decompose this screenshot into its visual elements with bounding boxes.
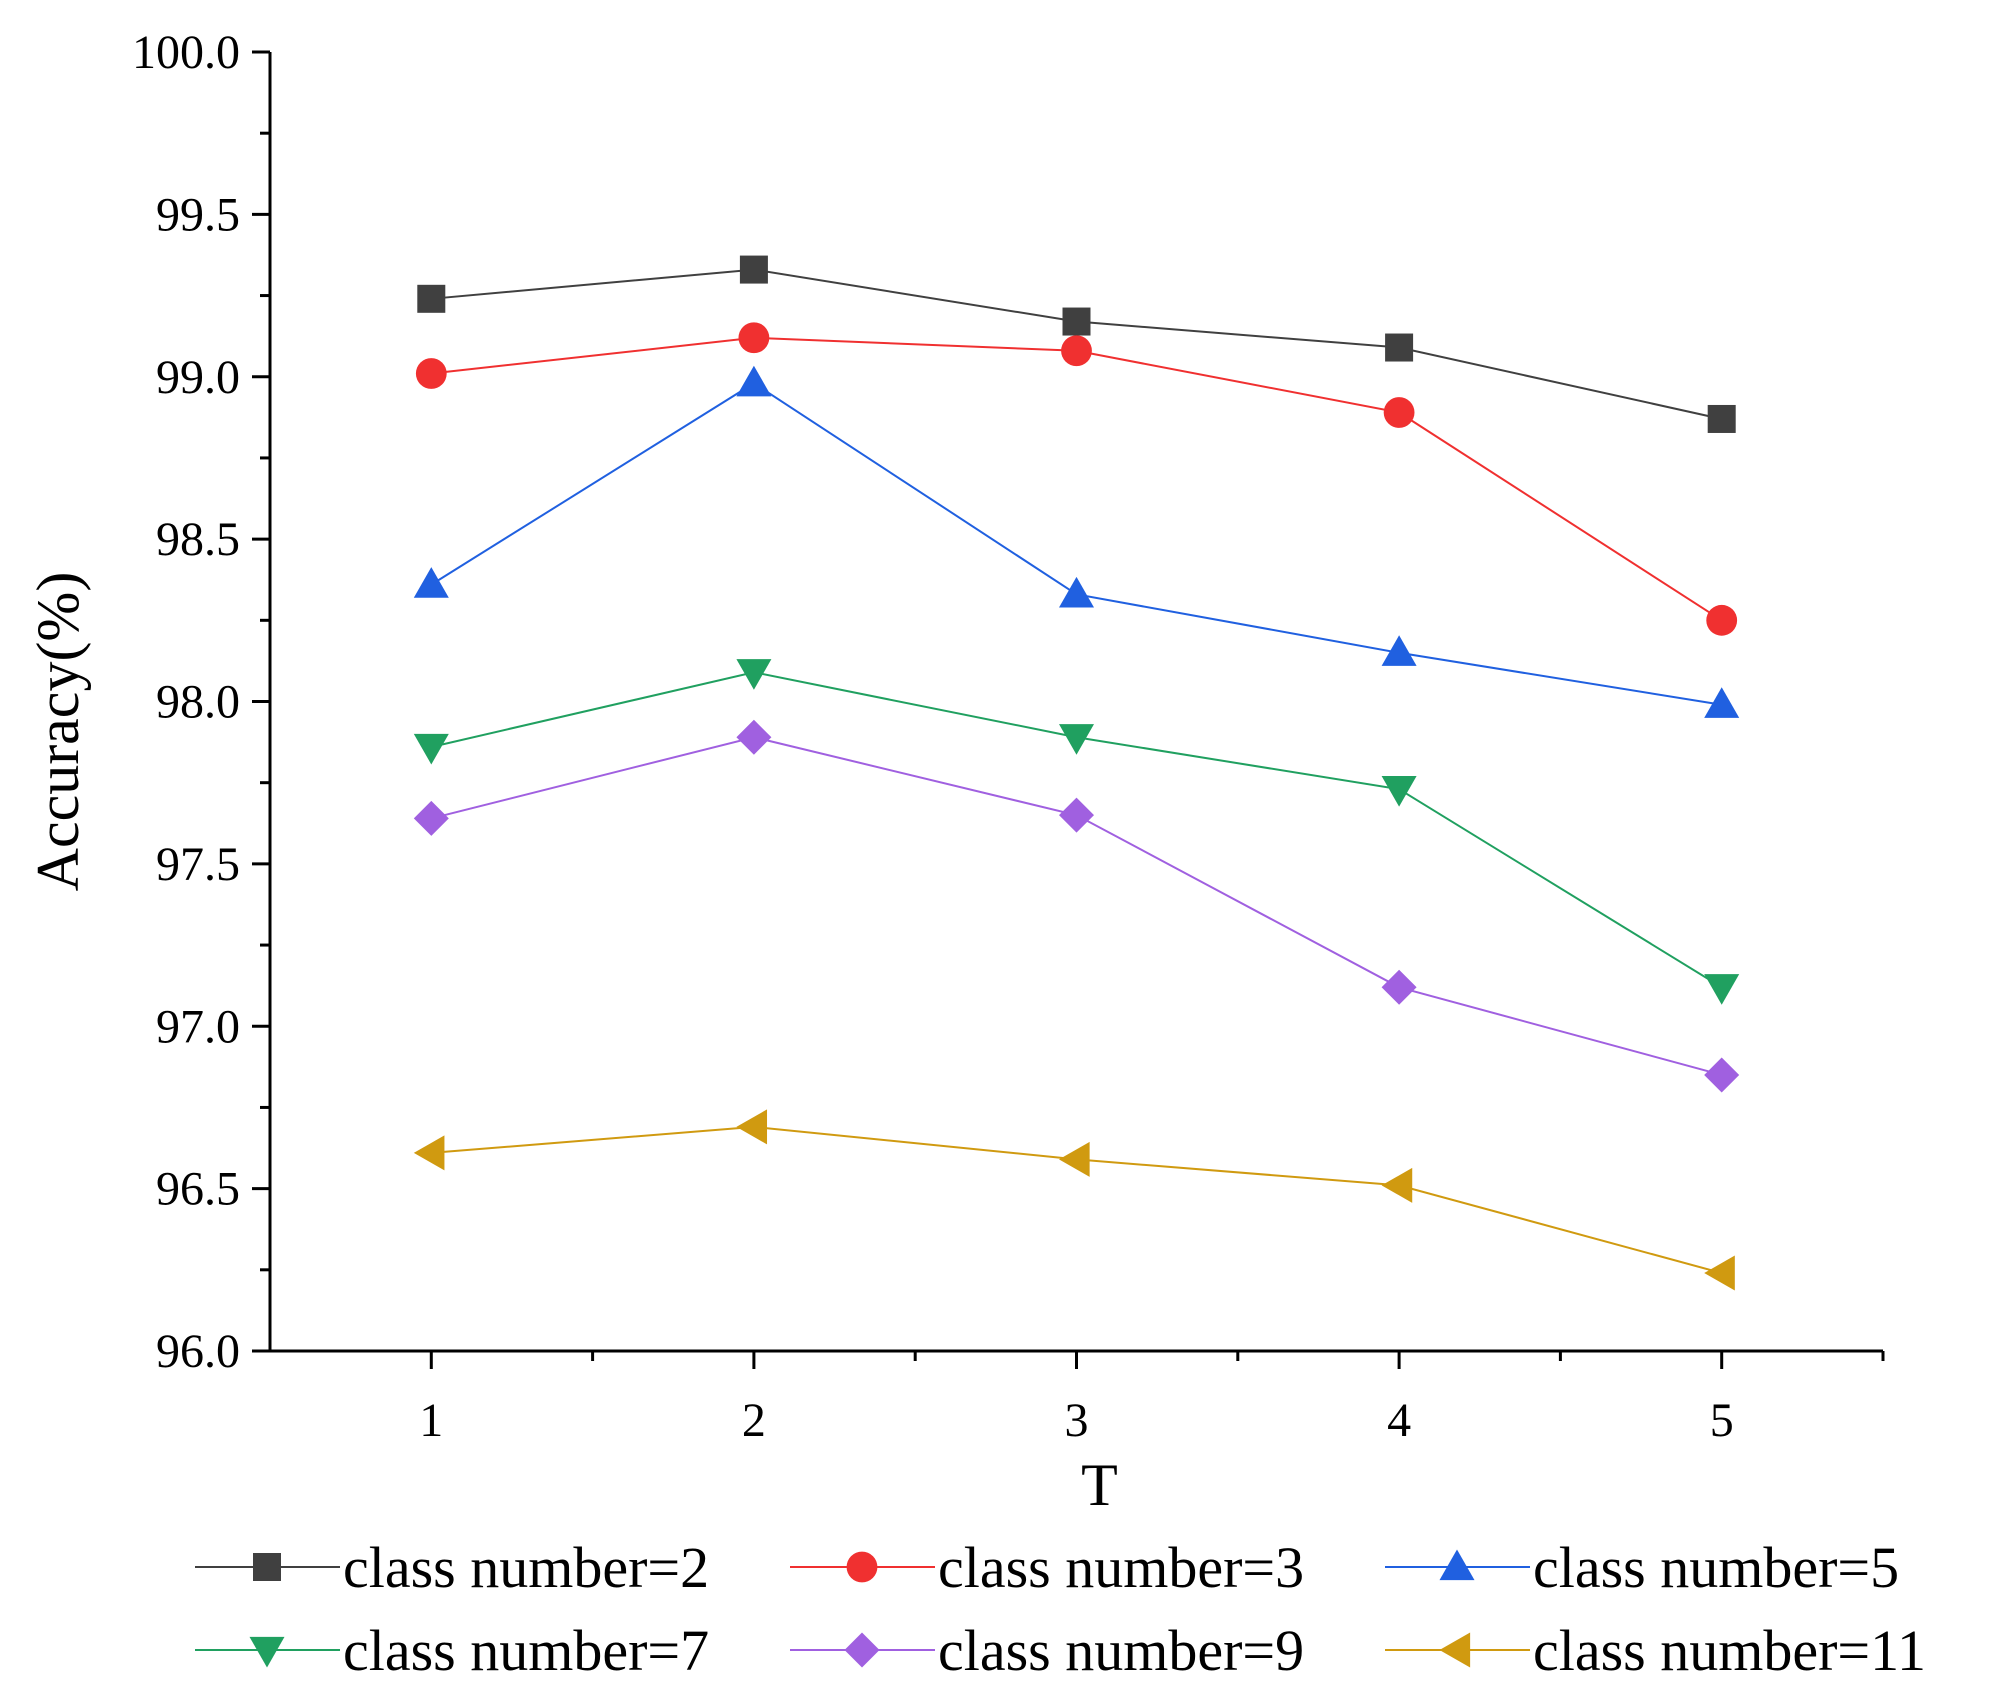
legend-label: class number=3 bbox=[938, 1535, 1304, 1600]
legend-marker bbox=[1439, 1632, 1471, 1668]
legend-item: class number=5 bbox=[1385, 1535, 1899, 1600]
legend-item: class number=9 bbox=[790, 1618, 1304, 1683]
data-point bbox=[1381, 1167, 1413, 1203]
series-6 bbox=[413, 1109, 1735, 1291]
data-point bbox=[415, 358, 447, 389]
data-point bbox=[1059, 797, 1094, 833]
series-5 bbox=[413, 719, 1740, 1093]
data-point bbox=[1704, 687, 1740, 718]
legend-label: class number=11 bbox=[1533, 1618, 1926, 1683]
series-layer bbox=[413, 255, 1740, 1291]
data-point bbox=[736, 365, 772, 397]
axes: 96.0 96.5 97.0 97.5 98.0 98.5 99.0 99.5 100.0 1 2 3… bbox=[132, 26, 1885, 1447]
legend-item: class number=7 bbox=[195, 1618, 709, 1683]
data-point bbox=[417, 284, 446, 313]
y-tick-label: 96.0 bbox=[156, 1325, 240, 1378]
series-2 bbox=[415, 322, 1738, 636]
y-tick-label: 96.5 bbox=[156, 1163, 240, 1216]
series-line bbox=[430, 382, 1722, 706]
x-tick-label: 2 bbox=[742, 1394, 766, 1447]
data-point bbox=[1381, 635, 1417, 666]
x-tick-label: 3 bbox=[1065, 1394, 1089, 1447]
data-point bbox=[736, 719, 772, 755]
legend-label: class number=7 bbox=[343, 1618, 709, 1683]
y-tick-label: 99.0 bbox=[156, 351, 240, 404]
legend-item: class number=2 bbox=[195, 1535, 709, 1600]
data-point bbox=[1059, 724, 1094, 755]
legend-item: class number=11 bbox=[1385, 1618, 1926, 1683]
series-4 bbox=[413, 659, 1740, 1005]
y-tick-label: 99.5 bbox=[156, 188, 240, 241]
data-point bbox=[413, 567, 449, 598]
data-point bbox=[1381, 969, 1417, 1005]
data-point bbox=[1383, 397, 1415, 428]
data-point bbox=[736, 659, 772, 690]
series-1 bbox=[417, 255, 1736, 433]
series-line bbox=[431, 736, 1722, 1076]
data-point bbox=[1061, 335, 1092, 367]
data-point bbox=[1704, 974, 1740, 1005]
legend-marker bbox=[846, 1551, 878, 1583]
data-point bbox=[1381, 776, 1417, 807]
y-tick-label: 97.0 bbox=[156, 1000, 240, 1053]
legend-label: class number=5 bbox=[1533, 1535, 1899, 1600]
data-point bbox=[1707, 404, 1736, 433]
series-line bbox=[431, 1125, 1722, 1275]
legend-marker bbox=[249, 1636, 285, 1668]
legend-label: class number=9 bbox=[938, 1618, 1304, 1683]
data-point bbox=[413, 1135, 445, 1171]
data-point bbox=[1385, 333, 1414, 362]
legend: class number=2 class number=3 class number… bbox=[195, 1535, 1926, 1683]
y-axis-title: Accuracy(%) bbox=[25, 572, 91, 892]
data-point bbox=[1706, 604, 1738, 636]
series-3 bbox=[413, 365, 1740, 718]
data-point bbox=[739, 255, 768, 284]
legend-item: class number=3 bbox=[790, 1535, 1304, 1600]
legend-label: class number=2 bbox=[343, 1535, 709, 1600]
data-point bbox=[413, 733, 449, 765]
x-axis-title: T bbox=[1081, 1452, 1118, 1518]
y-tick-label: 98.0 bbox=[156, 676, 240, 729]
data-point bbox=[1059, 576, 1094, 608]
data-point bbox=[738, 322, 770, 354]
legend-marker bbox=[1439, 1549, 1475, 1581]
y-tick-label: 97.5 bbox=[156, 838, 240, 891]
data-point bbox=[1059, 1141, 1090, 1177]
data-point bbox=[1704, 1057, 1740, 1093]
y-tick-label: 100.0 bbox=[132, 26, 240, 79]
x-tick-label: 5 bbox=[1710, 1394, 1734, 1447]
legend-marker bbox=[844, 1632, 880, 1668]
y-tick-label: 98.5 bbox=[156, 513, 240, 566]
data-point bbox=[1704, 1255, 1735, 1291]
data-point bbox=[413, 800, 449, 836]
x-tick-label: 4 bbox=[1387, 1394, 1411, 1447]
x-tick-label: 1 bbox=[419, 1394, 443, 1447]
legend-marker bbox=[253, 1553, 281, 1581]
data-point bbox=[736, 1109, 768, 1145]
data-point bbox=[1062, 307, 1091, 336]
